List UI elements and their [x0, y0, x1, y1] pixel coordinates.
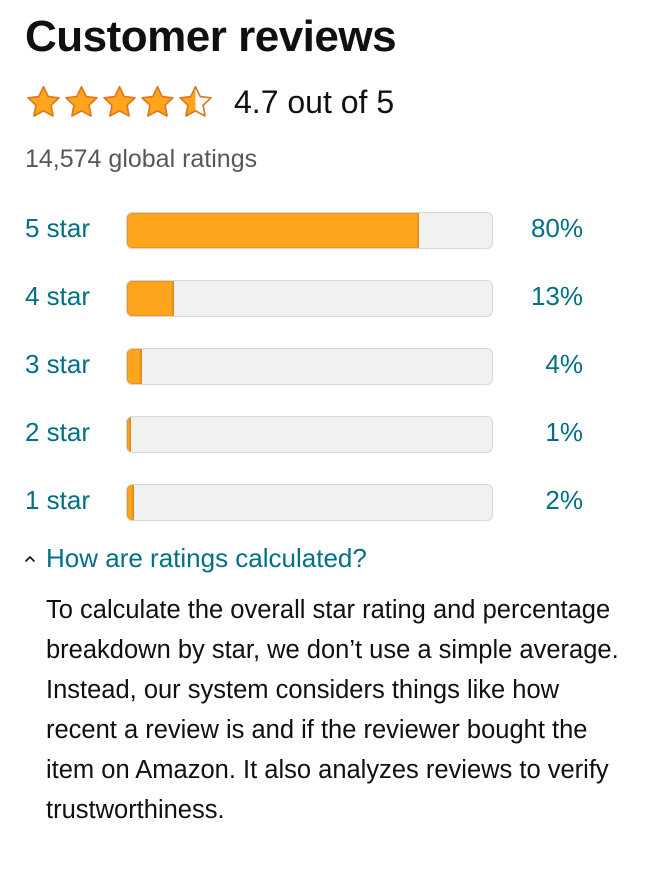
histogram-bar-fill	[127, 349, 142, 384]
histogram-star-label[interactable]: 3 star	[25, 349, 91, 379]
histogram-bar[interactable]	[126, 280, 493, 317]
histogram-bar-fill	[127, 417, 131, 452]
star-full-icon	[25, 84, 62, 121]
global-ratings-count: 14,574 global ratings	[25, 145, 258, 173]
rating-stars[interactable]	[25, 84, 214, 121]
star-full-icon	[139, 84, 176, 121]
histogram-percent[interactable]: 80%	[530, 213, 583, 243]
histogram-bar-fill	[127, 213, 419, 248]
histogram-star-label[interactable]: 1 star	[25, 485, 91, 515]
histogram-row-3-star[interactable]: 3 star 4%	[25, 347, 625, 415]
histogram-bar-fill	[127, 281, 174, 316]
histogram-row-2-star[interactable]: 2 star 1%	[25, 415, 625, 483]
histogram-row-5-star[interactable]: 5 star 80%	[25, 211, 625, 279]
star-half-icon	[177, 84, 214, 121]
histogram-row-1-star[interactable]: 1 star 2%	[25, 483, 625, 551]
histogram-bar[interactable]	[126, 212, 493, 249]
histogram-percent[interactable]: 13%	[530, 281, 583, 311]
average-rating-text: 4.7 out of 5	[234, 83, 395, 120]
how-ratings-calculated-link[interactable]: How are ratings calculated?	[46, 543, 367, 573]
page-title: Customer reviews	[25, 12, 397, 61]
histogram-bar[interactable]	[126, 484, 493, 521]
star-full-icon	[63, 84, 100, 121]
chevron-up-icon	[22, 551, 38, 567]
star-full-icon	[101, 84, 138, 121]
ratings-calculation-explanation: To calculate the overall star rating and…	[46, 596, 619, 824]
histogram-percent[interactable]: 4%	[545, 349, 583, 379]
rating-histogram: 5 star 80% 4 star 13% 3 star 4% 2 star	[25, 211, 625, 551]
histogram-percent[interactable]: 2%	[545, 485, 583, 515]
histogram-bar-fill	[127, 485, 134, 520]
histogram-star-label[interactable]: 4 star	[25, 281, 91, 311]
histogram-star-label[interactable]: 2 star	[25, 417, 91, 447]
histogram-star-label[interactable]: 5 star	[25, 213, 91, 243]
histogram-bar[interactable]	[126, 348, 493, 385]
how-ratings-calculated-toggle[interactable]: How are ratings calculated?	[22, 543, 367, 574]
histogram-row-4-star[interactable]: 4 star 13%	[25, 279, 625, 347]
histogram-bar[interactable]	[126, 416, 493, 453]
average-rating-row: 4.7 out of 5	[25, 80, 394, 124]
histogram-percent[interactable]: 1%	[545, 417, 583, 447]
